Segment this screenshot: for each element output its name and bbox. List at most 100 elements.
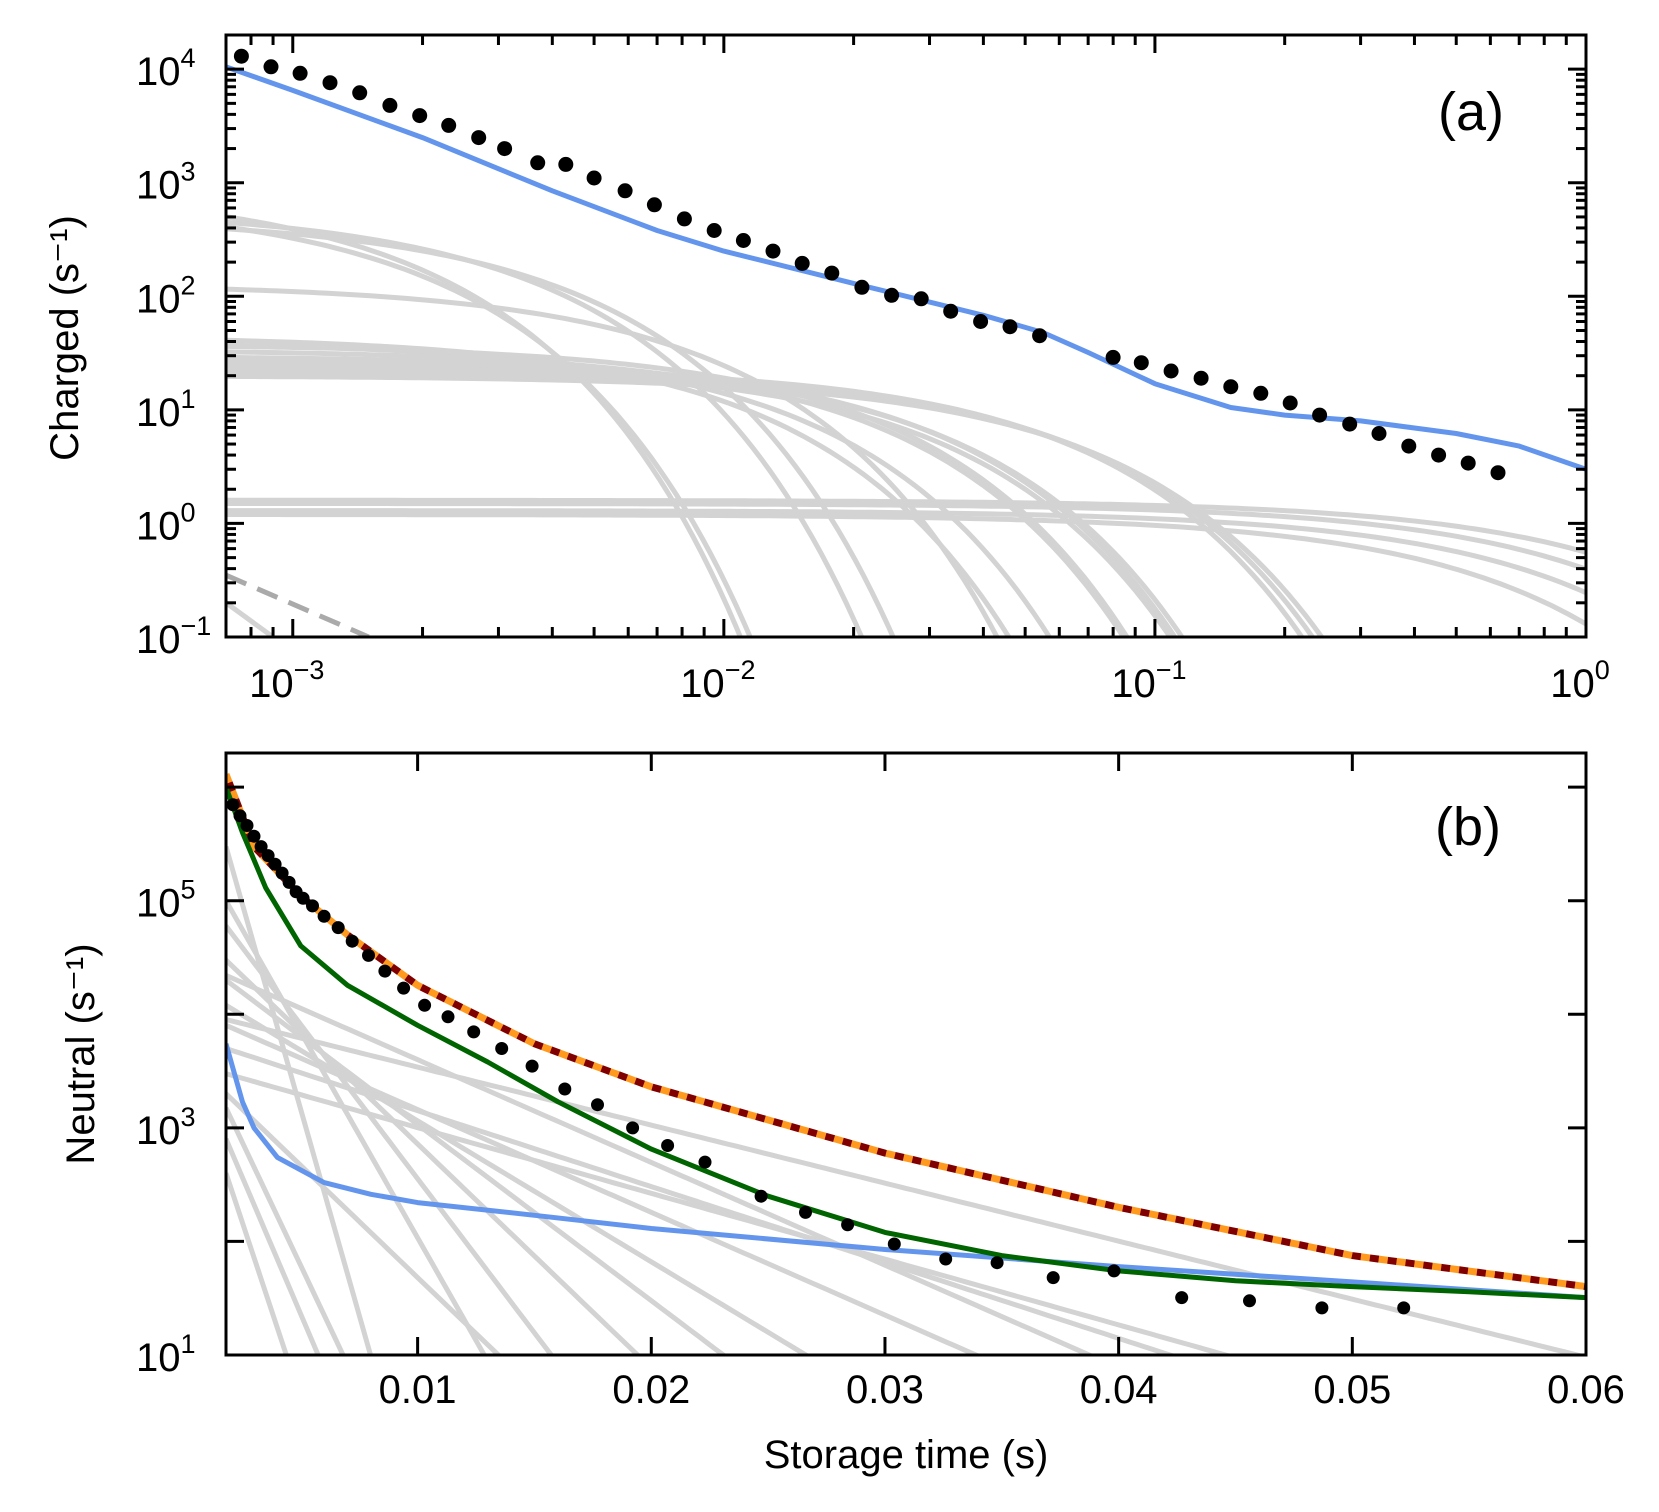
panel-b-x-ticks: 0.01 0.02 0.03 0.04 0.05 0.06 [379, 753, 1625, 1412]
panel-a-point [884, 287, 900, 303]
panel-b-x-tick-label: 0.06 [1547, 1368, 1625, 1412]
panel-b-x-tick-label: 0.01 [379, 1368, 457, 1412]
panel-b-point [467, 1025, 481, 1039]
panel-a-label: (a) [1438, 82, 1504, 142]
panel-a-point [412, 108, 428, 124]
panel-b-point [397, 981, 411, 995]
panel-a-point [1431, 447, 1447, 463]
panel-a-x-tick-label: 10−2 [680, 655, 755, 706]
panel-a-point [263, 59, 279, 75]
panel-b-components [226, 845, 1586, 1355]
panel-b-x-tick-label: 0.02 [612, 1368, 690, 1412]
panel-b-component-0 [226, 899, 488, 1355]
panel-a-point [646, 197, 662, 213]
panel-b-y-tick-label: 103 [136, 1102, 196, 1153]
panel-b-point [418, 998, 432, 1012]
panel-a-point [1371, 426, 1387, 441]
panel-a-point [854, 279, 870, 295]
panel-a-point [617, 183, 633, 199]
panel-b-x-tick-label: 0.04 [1080, 1368, 1158, 1412]
panel-b-point [306, 899, 319, 913]
panel-b-x-tick-label: 0.05 [1313, 1368, 1391, 1412]
panel-a-point [1312, 407, 1328, 423]
panel-a-component-1 [226, 224, 753, 637]
panel-b-lines [226, 772, 1586, 1301]
panel-a-fit-line [226, 64, 1586, 472]
panel-a-component-13 [226, 369, 1316, 637]
panel-a-component-2 [226, 219, 865, 637]
panel-b-y-axis-title: Neutral (s⁻¹) [59, 943, 103, 1164]
panel-b-point [626, 1121, 640, 1135]
panel-a-data-points [233, 48, 1506, 481]
panel-b-point [1175, 1291, 1189, 1305]
panel-a-point [913, 291, 929, 307]
panel-a-point [1460, 455, 1476, 471]
panel-b-point [275, 866, 289, 880]
panel-b-y-tick-label: 101 [136, 1329, 196, 1380]
panel-a-point [1282, 395, 1298, 411]
panel-b-component-5 [226, 1023, 983, 1355]
panel-a-component-4 [226, 286, 1000, 637]
panel-b-point [698, 1155, 712, 1169]
panel-b-point [296, 891, 310, 905]
panel-a-point [943, 303, 959, 319]
panel-a-point [292, 65, 308, 81]
panel-a-y-tick-label: 103 [136, 157, 196, 208]
panel-a-y-tick-label: 104 [136, 43, 196, 94]
panel-a-x-tick-label: 100 [1550, 655, 1610, 706]
panel-b-component-3 [226, 978, 728, 1355]
panel-b-neutral: 0.01 0.02 0.03 0.04 0.05 0.06 101 103 105 (b) N… [59, 751, 1625, 1477]
panel-a-x-tick-label: 10−1 [1111, 655, 1186, 706]
panel-a-component-17 [226, 508, 1586, 595]
panel-a-point [1105, 349, 1121, 365]
panel-b-point [268, 857, 282, 871]
panel-a-components [226, 214, 1586, 637]
panel-a-point [1133, 355, 1149, 371]
panel-b-point [362, 948, 375, 962]
panel-a-point [824, 265, 840, 281]
panel-a-component-3 [226, 226, 896, 637]
panel-a-point [233, 48, 249, 64]
panel-a-component-15 [226, 497, 1586, 555]
panel-a-point [352, 85, 368, 101]
panel-a-point [441, 117, 457, 133]
panel-a-point [530, 155, 546, 171]
panel-b-component-8 [226, 973, 1096, 1355]
panel-b-point [1046, 1271, 1060, 1285]
panel-a-point [735, 233, 751, 248]
panel-b-x-axis-title: Storage time (s) [764, 1433, 1049, 1477]
panel-b-point [345, 934, 359, 948]
panel-b-point [887, 1237, 901, 1251]
panel-b-x-tick-label: 0.03 [846, 1368, 924, 1412]
panel-a-component-14 [226, 373, 1325, 637]
panel-b-point [661, 1139, 675, 1152]
panel-b-point [990, 1256, 1004, 1270]
panel-a-point [558, 156, 574, 172]
panel-a-point [1002, 319, 1018, 335]
panel-a-frame [224, 33, 1588, 639]
panel-b-point [317, 909, 331, 923]
panel-a-y-tick-label: 10−1 [136, 611, 211, 662]
panel-b-y-tick-label: 105 [136, 875, 196, 926]
panel-a-fit-path [226, 64, 1586, 472]
panel-a-dashed-component [226, 572, 370, 637]
panel-b-component-7 [226, 1071, 1235, 1355]
panel-a-point [1401, 438, 1417, 454]
panel-b-data-points [226, 798, 1411, 1315]
panel-a-point [471, 130, 487, 146]
panel-a-point [1342, 416, 1358, 432]
panel-a-y-ticks: 10−1 100 101 102 103 104 [136, 33, 1586, 662]
panel-a-point [1032, 328, 1048, 344]
panel-b-point [495, 1042, 509, 1055]
panel-a-y-tick-label: 100 [136, 497, 196, 548]
panel-a-point [794, 255, 810, 271]
panel-b-y-ticks: 101 103 105 [136, 785, 1586, 1380]
panel-b-point [1107, 1264, 1121, 1278]
panel-a-point [586, 170, 602, 186]
panel-b-point [331, 921, 345, 935]
panel-a-y-tick-label: 101 [136, 384, 196, 435]
panel-b-point [1315, 1301, 1329, 1315]
panel-b-label: (b) [1435, 797, 1501, 857]
